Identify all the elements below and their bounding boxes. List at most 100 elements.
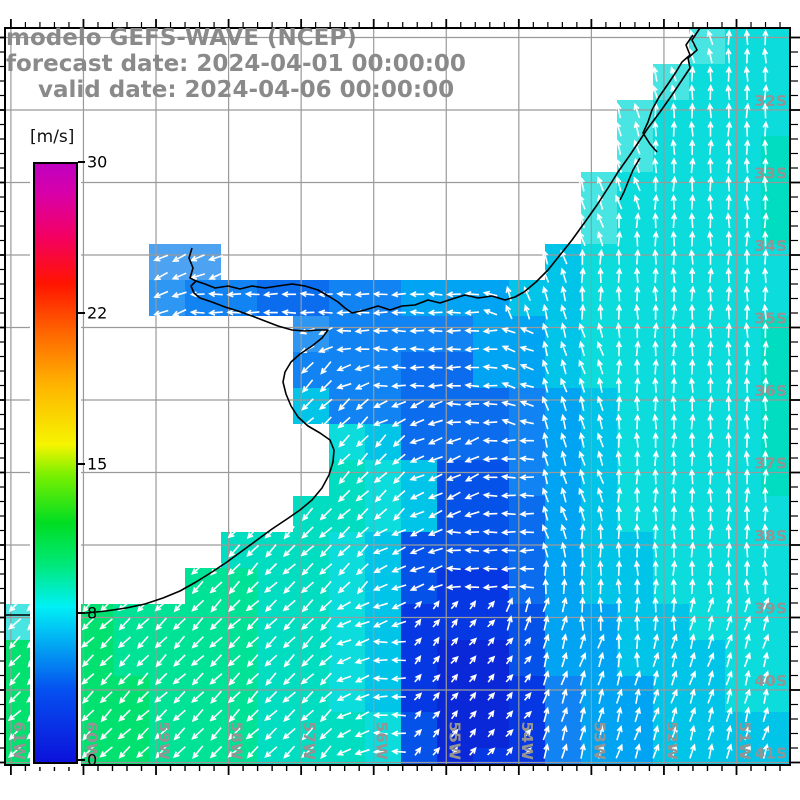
wave-direction-arrow (543, 651, 550, 668)
wave-direction-arrow (725, 267, 732, 284)
wave-direction-arrow (135, 709, 150, 722)
wave-direction-arrow (615, 194, 623, 210)
wave-direction-arrow (706, 29, 714, 45)
wave-direction-arrow (725, 322, 732, 338)
wave-direction-arrow (579, 725, 587, 741)
wave-direction-arrow (227, 526, 241, 539)
wave-direction-arrow (578, 468, 585, 485)
wave-direction-arrow (597, 633, 605, 649)
wave-direction-arrow (652, 267, 659, 284)
wave-direction-arrow (136, 599, 149, 613)
sea-cell (293, 532, 329, 568)
wave-direction-arrow (354, 601, 370, 610)
wave-direction-arrow (427, 547, 443, 555)
wave-direction-arrow (432, 600, 440, 610)
wave-direction-arrow (391, 400, 407, 408)
wave-direction-arrow (689, 193, 696, 210)
wave-direction-arrow (301, 635, 314, 650)
wave-direction-arrow (354, 729, 370, 738)
wave-direction-arrow (762, 248, 769, 265)
sea-cell (437, 460, 473, 496)
wave-direction-arrow (319, 563, 333, 575)
wave-direction-arrow (391, 675, 406, 682)
wave-direction-arrow (301, 654, 314, 667)
wave-direction-arrow (653, 724, 660, 741)
wave-direction-arrow (597, 487, 604, 503)
wave-direction-arrow (598, 688, 605, 704)
wave-direction-arrow (354, 693, 370, 701)
wave-direction-arrow (228, 708, 241, 723)
wave-direction-arrow (542, 505, 549, 521)
wave-direction-arrow (689, 157, 696, 174)
wave-direction-arrow (7, 709, 22, 722)
wave-direction-arrow (301, 727, 314, 741)
wave-direction-arrow (725, 340, 732, 357)
latitude-label: 37S (754, 455, 787, 473)
wave-direction-arrow (689, 578, 696, 595)
wave-direction-arrow (374, 489, 387, 503)
wave-direction-arrow (689, 486, 696, 503)
sea-cell (653, 712, 689, 748)
wave-direction-arrow (450, 655, 459, 664)
wave-direction-arrow (579, 596, 586, 613)
wave-direction-arrow (579, 303, 586, 320)
sea-cell (113, 712, 149, 748)
sea-cell (257, 568, 293, 604)
wave-direction-arrow (469, 728, 477, 738)
wave-direction-arrow (355, 398, 369, 411)
wave-direction-arrow (670, 376, 678, 393)
wave-direction-arrow (762, 340, 769, 357)
wave-direction-arrow (615, 340, 623, 357)
sea-cell (725, 64, 761, 100)
wave-direction-arrow (264, 562, 278, 576)
wave-direction-arrow (209, 745, 223, 759)
sea-cell (761, 712, 790, 748)
wave-direction-arrow (616, 614, 623, 631)
wave-direction-arrow (390, 584, 407, 591)
wave-direction-arrow (578, 450, 586, 466)
wave-direction-arrow (136, 618, 150, 630)
wave-direction-arrow (283, 581, 296, 594)
wave-direction-arrow (319, 599, 333, 612)
wave-direction-arrow (100, 708, 112, 723)
wave-direction-arrow (597, 248, 605, 265)
wave-direction-arrow (652, 120, 659, 137)
wave-direction-arrow (283, 617, 296, 631)
wave-direction-arrow (464, 455, 480, 463)
wave-direction-arrow (247, 562, 259, 577)
wave-direction-arrow (301, 398, 314, 411)
wave-direction-arrow (597, 614, 604, 631)
wave-direction-arrow (372, 730, 388, 737)
longitude-label: 54W (518, 721, 536, 760)
wave-direction-arrow (542, 285, 549, 302)
wave-direction-arrow (445, 528, 461, 536)
wave-direction-arrow (414, 746, 422, 756)
wave-direction-arrow (762, 431, 769, 448)
sea-cell (365, 352, 401, 388)
wave-direction-arrow (373, 619, 388, 628)
wave-direction-arrow (762, 29, 769, 46)
wave-direction-arrow (191, 636, 204, 649)
wave-direction-arrow (762, 706, 770, 723)
wave-direction-arrow (744, 139, 751, 155)
wave-direction-arrow (671, 706, 678, 723)
wave-direction-arrow (300, 673, 315, 685)
wave-direction-arrow (432, 674, 441, 683)
wave-direction-arrow (318, 654, 333, 667)
wave-direction-arrow (482, 290, 498, 297)
wave-direction-arrow (743, 120, 751, 137)
wave-direction-arrow (336, 346, 351, 353)
wave-direction-arrow (154, 691, 168, 703)
wave-direction-arrow (542, 249, 549, 265)
wave-direction-arrow (597, 596, 604, 613)
wave-direction-arrow (301, 361, 314, 374)
sea-cell (653, 136, 689, 172)
wave-direction-arrow (652, 468, 659, 485)
wave-direction-arrow (542, 468, 549, 485)
sea-cell (689, 532, 725, 568)
wave-direction-arrow (136, 654, 150, 667)
wave-direction-arrow (154, 727, 168, 740)
wave-direction-arrow (432, 636, 440, 647)
wave-direction-arrow (445, 309, 461, 316)
wave-direction-arrow (560, 706, 568, 722)
